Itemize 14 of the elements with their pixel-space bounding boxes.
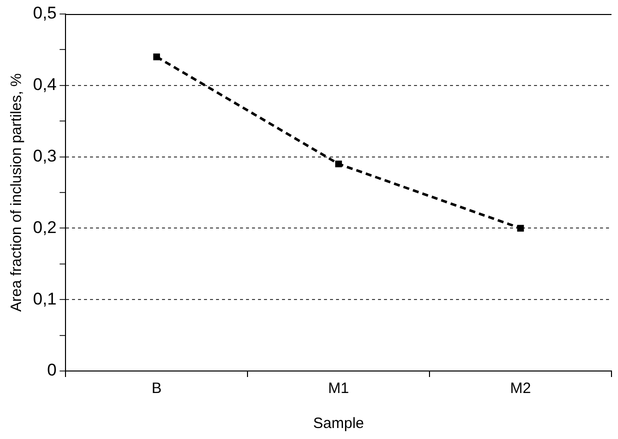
y-tick-label: 0,5 [32, 4, 57, 23]
y-tick-label: 0,4 [32, 75, 57, 94]
x-tick-label: B [152, 380, 162, 398]
x-axis-title: Sample [313, 415, 364, 432]
point [517, 224, 524, 232]
point [335, 160, 342, 168]
x-tick-label: M1 [328, 380, 349, 398]
y-tick-label: 0,1 [32, 289, 57, 308]
y-axis-title: Area fraction of inclusion partiles, % [8, 73, 26, 312]
y-tick-label: 0,2 [32, 218, 57, 237]
x-tick-label: M2 [510, 380, 531, 398]
y-tick-label: 0,3 [32, 146, 57, 166]
y-tick-label: 0 [47, 360, 57, 380]
point [153, 53, 160, 60]
